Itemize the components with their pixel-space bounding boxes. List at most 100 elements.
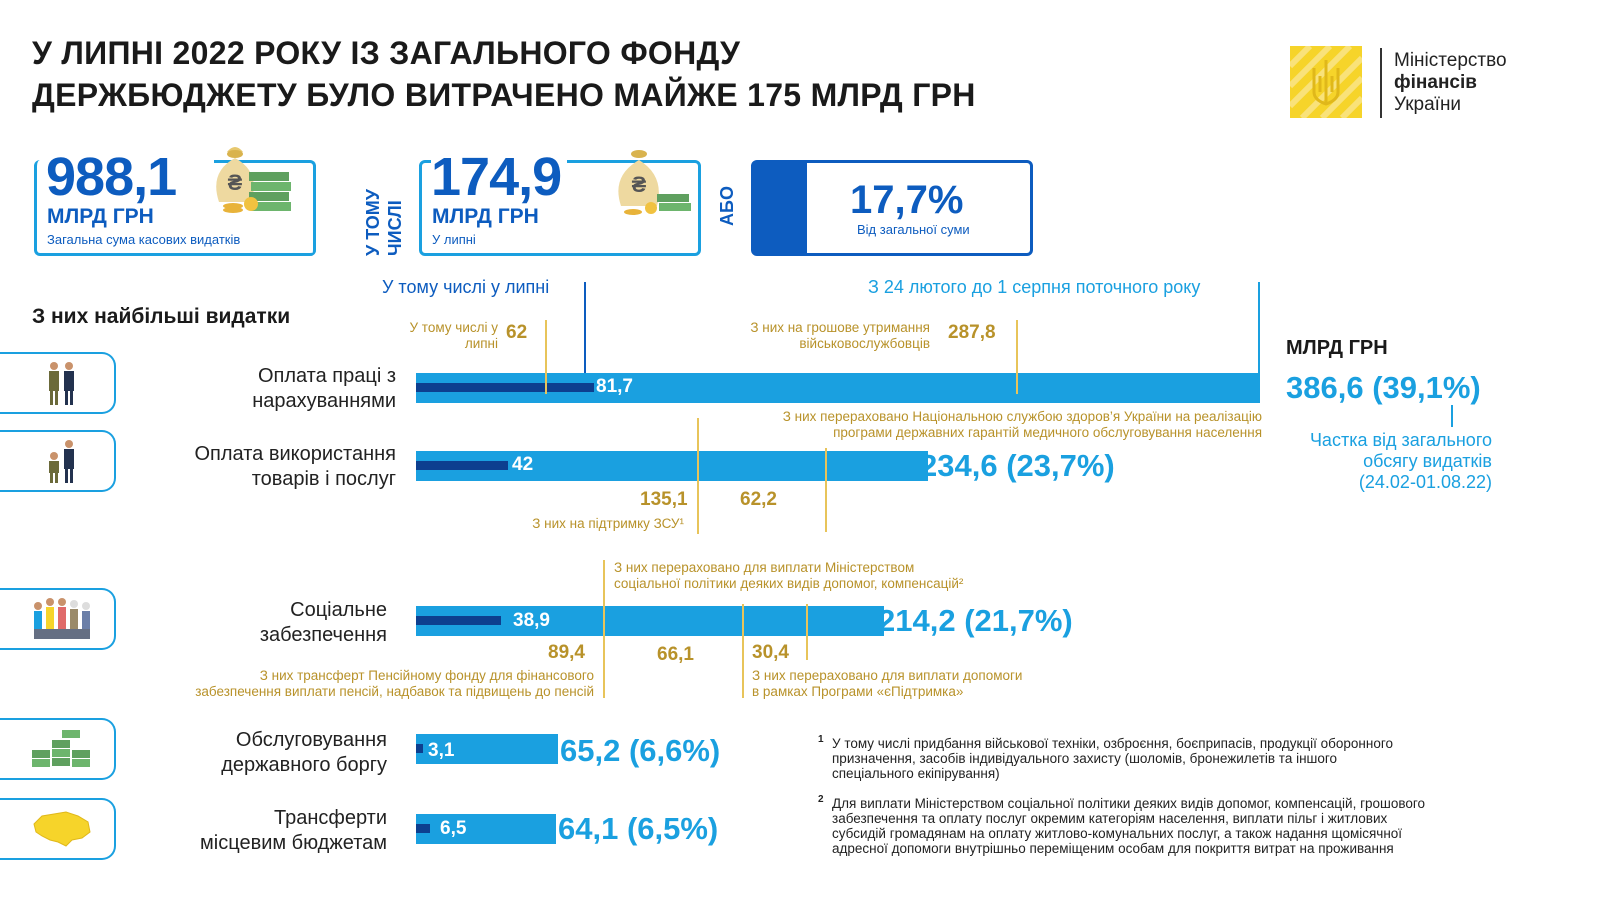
bar-july-label: 81,7 (596, 376, 633, 397)
note-r2-nszu: З них перераховано Національною службою … (783, 409, 1262, 441)
footnote-2-line-4: адресної допомоги внутрішньо переміщеним… (832, 841, 1394, 856)
row-label-goods: Оплата використання товарів і послуг (194, 442, 396, 492)
note-r1-july: У тому числі у липні (409, 320, 498, 352)
note-r1-mil: З них на грошове утримання військовослуж… (750, 320, 930, 352)
row-label-debt-1: Обслуговування (235, 729, 387, 751)
trident-icon (1287, 43, 1365, 121)
kpi-total-box (34, 160, 316, 256)
note-r1-july-line (545, 320, 547, 394)
row-label-wages: Оплата праці з нарахуваннями (252, 364, 396, 414)
row-label-goods-2: товарів і послуг (251, 468, 396, 490)
footnote-2-line-1: Для виплати Міністерством соціальної пол… (832, 796, 1426, 811)
bar-total-label: 64,1 (6,5%) (558, 811, 719, 846)
legend-period: З 24 лютого до 1 серпня поточного року (868, 277, 1201, 297)
row-label-transfers-2: місцевим бюджетам (200, 832, 387, 854)
money-bag-small-icon: ₴ (603, 140, 693, 229)
share-caption-3: (24.02-01.08.22) (1358, 472, 1492, 492)
incl-label-1: У ТОМУ (363, 189, 383, 256)
footnote-1-mark: 1 (818, 734, 824, 745)
legend-july: У тому числі у липні (382, 277, 550, 297)
row-label-social: Соціальне забезпечення (260, 598, 387, 648)
row-label-goods-1: Оплата використання (194, 443, 396, 465)
note-r3-ep-2: в рамках Програми «єПідтримка» (752, 684, 964, 699)
note-r3-pf: З них трансферт Пенсійному фонду для фін… (195, 668, 594, 700)
row-label-wages-1: Оплата праці з (257, 365, 396, 387)
footnote-1: У тому числі придбання військової технік… (832, 736, 1393, 781)
or-label: АБО (717, 186, 737, 226)
incl-label-2: ЧИСЛІ (385, 200, 405, 256)
page-title: У ЛИПНІ 2022 РОКУ ІЗ ЗАГАЛЬНОГО ФОНДУ ДЕ… (32, 32, 976, 116)
row-label-wages-2: нарахуваннями (252, 390, 396, 412)
kpi-share-caption: Від загальної суми (857, 222, 970, 237)
note-r3-msp: З них перераховано для виплати Міністерс… (614, 560, 963, 592)
footnote-1-line-2: призначення, засобів індивідуального зах… (832, 751, 1338, 766)
note-r3-ep-line (806, 604, 808, 660)
footnote-2-line-2: забезпечення та оплату послуг окремим ка… (832, 811, 1388, 826)
note-r2-zsu-value: 135,1 (640, 489, 688, 510)
bar-total (416, 814, 556, 844)
note-r2-nszu-2: програми державних гарантій медичного об… (833, 425, 1262, 440)
bar-total-label: 386,6 (39,1%) (1286, 370, 1481, 405)
kpi-july-caption: У липні (432, 232, 476, 247)
bar-july (416, 616, 501, 625)
share-caption-tick (1451, 405, 1453, 427)
note-r3-msp-1: З них перераховано для виплати Міністерс… (614, 560, 915, 575)
logo-line-3: України (1394, 94, 1462, 115)
note-r3-ep-value: 30,4 (752, 642, 789, 663)
incl-label: У ТОМУ ЧИСЛІ (362, 168, 406, 256)
bar-july (416, 461, 508, 470)
note-r3-msp-value: 66,1 (657, 644, 694, 665)
note-r3-pf-value: 89,4 (548, 642, 585, 663)
legend-july-line (584, 282, 586, 388)
section-title: З них найбільші видатки (32, 305, 291, 328)
bar-july (416, 824, 430, 833)
note-r2-nszu-line (825, 448, 827, 532)
title-line-1: У ЛИПНІ 2022 РОКУ ІЗ ЗАГАЛЬНОГО ФОНДУ (32, 35, 741, 71)
kpi-total-caption: Загальна сума касових видатків (47, 232, 241, 247)
bar-total-label: 234,6 (23,7%) (920, 448, 1115, 483)
logo-divider (1380, 48, 1382, 118)
kpi-july-unit: МЛРД ГРН (432, 205, 539, 228)
svg-text:₴: ₴ (228, 170, 243, 195)
footnote-2-line-3: субсидій громадянам на оплату житлово-ко… (832, 826, 1403, 841)
footnote-1-line-3: спеціального екіпірування) (832, 766, 1000, 781)
title-line-2: ДЕРЖБЮДЖЕТУ БУЛО ВИТРАЧЕНО МАЙЖЕ 175 МЛР… (32, 77, 976, 113)
kpi-july-value: 174,9 (431, 146, 568, 208)
note-r1-july-value: 62 (506, 322, 528, 343)
note-r3-pf-2: забезпечення виплати пенсій, надбавок та… (195, 684, 594, 699)
soldier-and-civilian-icon (44, 358, 80, 413)
share-caption-2: обсягу видатків (1363, 451, 1492, 471)
share-caption: Частка від загального обсягу видатків (2… (1310, 430, 1492, 493)
legend-period-line (1258, 282, 1260, 374)
note-r1-mil-line (1016, 320, 1018, 394)
note-r2-zsu-line (697, 418, 699, 534)
footnote-1-line-1: У тому числі придбання військової технік… (832, 736, 1393, 751)
row-label-debt: Обслуговування державного боргу (221, 728, 387, 778)
note-r3-ep-1: З них перераховано для виплати допомоги (752, 668, 1023, 683)
note-r3-msp-2: соціальної політики деяких видів допомог… (614, 576, 964, 591)
note-r3-msp-line (742, 604, 744, 698)
kpi-total-unit: МЛРД ГРН (47, 205, 154, 228)
note-r1-mil-1: З них на грошове утримання (750, 320, 930, 335)
svg-text:₴: ₴ (632, 172, 647, 197)
note-r1-july-2: липні (464, 336, 498, 351)
note-r1-mil-2: військовослужбовців (799, 336, 930, 351)
bar-july-label: 3,1 (428, 740, 455, 761)
family-icon (30, 594, 94, 649)
share-caption-1: Частка від загального (1309, 430, 1492, 450)
row-label-debt-2: державного боргу (221, 754, 387, 776)
kpi-share-value: 17,7% (850, 178, 964, 222)
note-r3-pf-1: З них трансферт Пенсійному фонду для фін… (259, 668, 594, 683)
logo-line-1: Міністерство (1394, 50, 1507, 71)
bar-july-label: 6,5 (440, 818, 467, 839)
bar-july-label: 38,9 (513, 610, 550, 631)
note-r2-nszu-1: З них перераховано Національною службою … (782, 409, 1262, 424)
ukraine-map-icon (32, 810, 92, 853)
logo-line-2: фінансів (1394, 72, 1477, 93)
money-bag-icon: ₴ (205, 132, 297, 229)
bar-july-label: 42 (512, 454, 534, 475)
note-r1-july-1: У тому числі у (409, 320, 498, 335)
note-r2-nszu-value: 62,2 (740, 489, 777, 510)
legend-unit: МЛРД ГРН (1286, 337, 1388, 359)
row-label-transfers-1: Трансферти (274, 807, 387, 829)
